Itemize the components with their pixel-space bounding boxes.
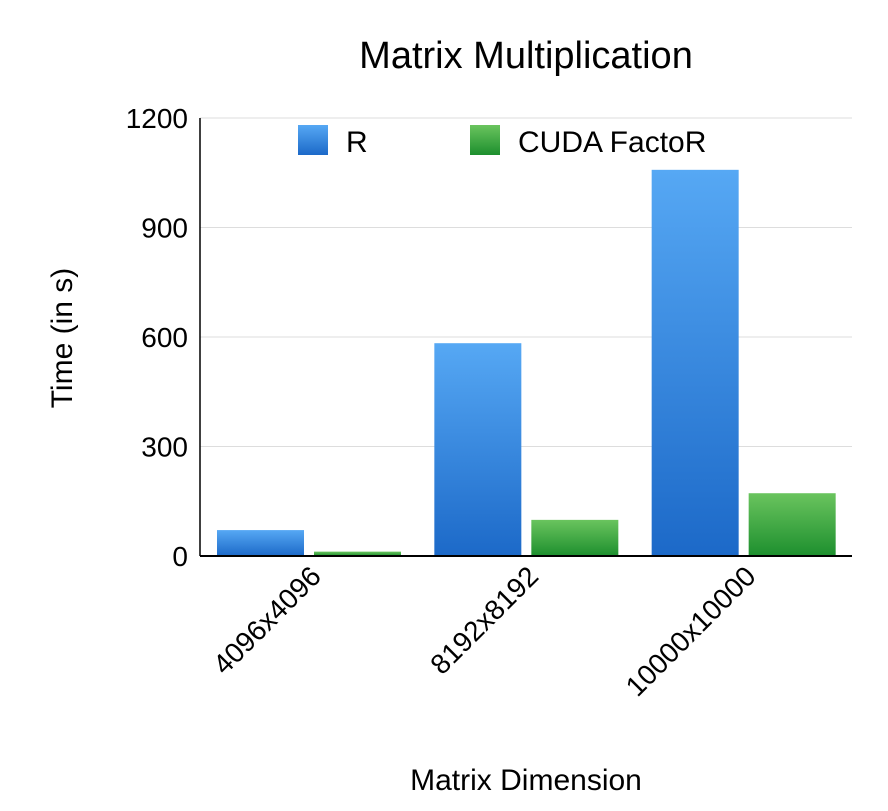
bar-cuda-factor-8192x8192 xyxy=(531,519,619,556)
legend-label-cuda-factor: CUDA FactoR xyxy=(518,126,706,159)
legend: R CUDA FactoR xyxy=(298,125,706,159)
bar-cuda-factor-4096x4096 xyxy=(314,551,401,556)
axes xyxy=(199,118,852,557)
x-tick-label: 10000x10000 xyxy=(620,560,762,702)
legend-swatch-cuda-factor xyxy=(470,125,500,155)
y-tick-label: 1200 xyxy=(126,103,188,134)
y-tick-label: 600 xyxy=(141,322,188,353)
y-axis-label: Time (in s) xyxy=(46,268,79,409)
y-tick-label: 300 xyxy=(141,432,188,463)
bars xyxy=(217,169,836,556)
bar-r-4096x4096 xyxy=(217,530,304,556)
legend-label-r: R xyxy=(346,126,368,159)
x-tick-label: 4096x4096 xyxy=(207,560,327,680)
bar-r-8192x8192 xyxy=(434,343,522,556)
bar-cuda-factor-10000x10000 xyxy=(748,493,836,556)
x-tick-labels: 4096x4096 8192x8192 10000x10000 xyxy=(207,560,762,702)
legend-swatch-r xyxy=(298,125,328,155)
chart-title: Matrix Multiplication xyxy=(359,35,693,77)
x-tick-label: 8192x8192 xyxy=(424,560,544,680)
y-tick-label: 900 xyxy=(141,213,188,244)
y-tick-label: 0 xyxy=(172,541,188,572)
y-tick-labels: 0 300 600 900 1200 xyxy=(126,103,188,572)
x-axis-label: Matrix Dimension xyxy=(410,764,642,797)
bar-r-10000x10000 xyxy=(651,169,739,556)
grid-lines xyxy=(200,117,852,447)
